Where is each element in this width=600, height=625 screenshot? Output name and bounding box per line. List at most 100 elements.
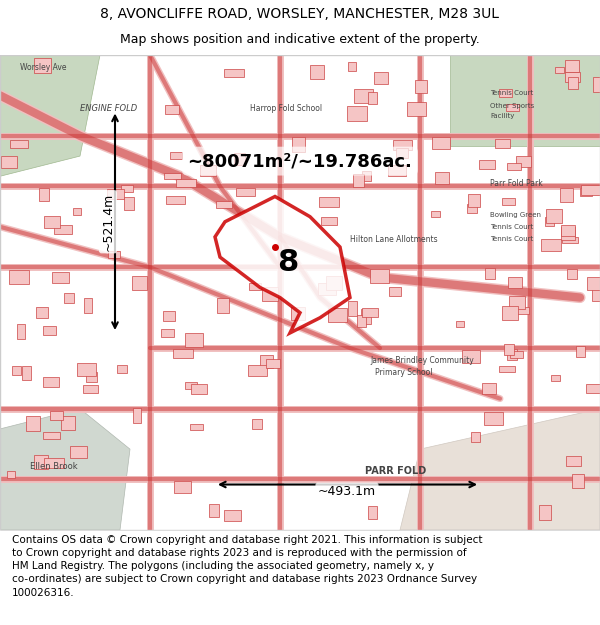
Bar — [70, 446, 87, 458]
Bar — [224, 509, 241, 521]
Bar — [353, 89, 373, 102]
Bar — [185, 333, 203, 347]
Bar — [61, 416, 76, 429]
Bar — [248, 365, 267, 376]
Bar — [175, 481, 191, 494]
Text: Contains OS data © Crown copyright and database right 2021. This information is : Contains OS data © Crown copyright and d… — [12, 535, 482, 598]
Bar — [560, 227, 575, 241]
Bar — [510, 351, 523, 358]
Bar — [7, 471, 16, 478]
Bar — [52, 272, 69, 283]
Bar — [506, 104, 519, 111]
Bar — [55, 225, 73, 234]
Bar — [50, 411, 63, 421]
Bar — [506, 349, 517, 360]
Bar — [44, 458, 64, 468]
Bar — [370, 269, 389, 282]
Bar — [357, 315, 366, 328]
Bar — [165, 105, 179, 114]
Bar — [396, 148, 407, 158]
Bar — [572, 474, 584, 488]
Bar — [431, 211, 440, 217]
Bar — [502, 306, 518, 320]
Bar — [539, 505, 551, 520]
Bar — [347, 106, 367, 121]
Bar — [1, 156, 17, 168]
Bar — [587, 278, 600, 290]
Bar — [568, 77, 578, 89]
Bar — [34, 455, 47, 469]
Bar — [170, 151, 182, 159]
Text: Ellen Brook: Ellen Brook — [30, 462, 77, 471]
Bar — [249, 283, 260, 290]
Bar — [84, 298, 92, 312]
Bar — [485, 268, 495, 279]
Bar — [328, 308, 347, 322]
Bar — [310, 65, 324, 79]
Bar — [185, 382, 197, 389]
Bar — [566, 456, 581, 466]
Bar — [164, 173, 181, 179]
Bar — [547, 209, 562, 222]
Bar — [507, 163, 521, 170]
Bar — [504, 344, 514, 355]
Bar — [173, 349, 193, 358]
Text: ENGINE FOLD: ENGINE FOLD — [80, 104, 137, 112]
Text: Harrop Fold School: Harrop Fold School — [250, 104, 322, 112]
Polygon shape — [400, 409, 600, 530]
Text: PARR FOLD: PARR FOLD — [365, 466, 426, 476]
Bar — [236, 188, 255, 196]
Text: Primary School: Primary School — [375, 368, 433, 378]
Text: 8: 8 — [277, 248, 299, 277]
Bar — [362, 171, 371, 181]
Bar — [576, 346, 585, 358]
Bar — [374, 72, 388, 84]
Bar — [502, 198, 515, 205]
Text: James Brindley Community: James Brindley Community — [370, 356, 474, 365]
Bar — [292, 137, 305, 152]
Bar — [567, 269, 577, 279]
Bar — [551, 375, 560, 381]
Bar — [161, 329, 174, 337]
Bar — [133, 408, 141, 423]
Bar — [260, 356, 273, 368]
Bar — [586, 384, 600, 392]
Bar — [516, 156, 530, 167]
Bar — [22, 366, 31, 380]
Bar — [562, 236, 578, 243]
Text: Tennis Court: Tennis Court — [490, 91, 533, 96]
Bar — [394, 140, 412, 149]
Bar — [77, 363, 96, 376]
Bar — [86, 372, 97, 382]
Text: Worsley Ave: Worsley Ave — [20, 63, 67, 72]
Bar — [545, 217, 554, 226]
Bar — [321, 217, 337, 225]
Bar — [471, 432, 480, 442]
Text: Parr Fold Park: Parr Fold Park — [490, 179, 543, 188]
Bar — [407, 102, 427, 116]
Bar — [565, 72, 580, 82]
Text: Hilton Lane Allotments: Hilton Lane Allotments — [350, 235, 437, 244]
Bar — [43, 432, 60, 439]
Bar — [565, 60, 579, 72]
Bar — [593, 78, 600, 92]
Bar — [17, 324, 25, 339]
Bar — [463, 349, 480, 363]
Bar — [200, 165, 216, 176]
Bar — [541, 239, 561, 251]
Bar — [319, 198, 339, 207]
Bar — [13, 366, 21, 375]
Polygon shape — [0, 55, 100, 176]
Bar — [509, 296, 526, 309]
Text: Facility: Facility — [490, 112, 514, 119]
Text: Bowling Green: Bowling Green — [490, 212, 541, 218]
Bar — [266, 359, 280, 368]
Bar — [353, 174, 364, 187]
Polygon shape — [450, 55, 600, 146]
Bar — [560, 188, 572, 202]
Bar — [163, 311, 175, 321]
Bar — [40, 188, 49, 201]
Bar — [290, 308, 305, 320]
Bar — [191, 384, 206, 394]
Bar — [581, 185, 600, 195]
